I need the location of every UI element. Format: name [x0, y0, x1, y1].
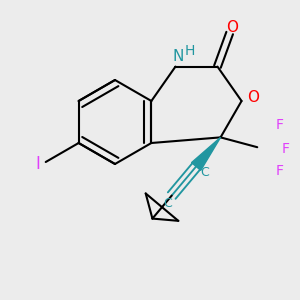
Text: C: C	[163, 197, 172, 210]
Text: I: I	[35, 155, 40, 173]
Text: N: N	[173, 49, 184, 64]
Text: F: F	[275, 118, 283, 132]
Polygon shape	[191, 137, 220, 170]
Text: F: F	[281, 142, 289, 156]
Text: O: O	[248, 89, 260, 104]
Text: F: F	[275, 164, 283, 178]
Text: O: O	[226, 20, 238, 34]
Text: C: C	[200, 166, 208, 179]
Text: H: H	[184, 44, 195, 58]
